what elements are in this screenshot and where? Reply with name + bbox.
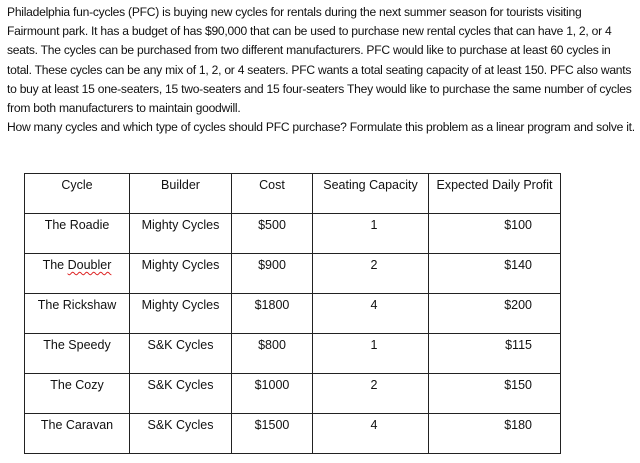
question-paragraph: How many cycles and which type of cycles… — [7, 120, 635, 135]
table-row: The Doubler Mighty Cycles $900 2 $140 — [24, 253, 561, 294]
header-builder: Builder — [129, 173, 232, 214]
cell-profit: $100 — [428, 213, 561, 254]
cell-seating-capacity: 2 — [312, 253, 429, 294]
cell-builder: Mighty Cycles — [129, 293, 232, 334]
table-row: The Speedy S&K Cycles $800 1 $115 — [24, 333, 561, 374]
cell-cost: $500 — [231, 213, 313, 254]
table-row: The Caravan S&K Cycles $1500 4 $180 — [24, 413, 561, 454]
problem-paragraph: Philadelphia fun-cycles (PFC) is buying … — [7, 5, 632, 116]
cell-cycle: The Cozy — [24, 373, 130, 414]
spellcheck-word: The Doubler — [42, 258, 112, 272]
header-cost: Cost — [231, 173, 313, 214]
table-row: The Rickshaw Mighty Cycles $1800 4 $200 — [24, 293, 561, 334]
cell-cost: $900 — [231, 253, 313, 294]
table-header-row: Cycle Builder Cost Seating Capacity Expe… — [24, 173, 561, 214]
cell-cost: $1000 — [231, 373, 313, 414]
cell-builder: Mighty Cycles — [129, 213, 232, 254]
cell-profit: $180 — [428, 413, 561, 454]
cell-seating-capacity: 4 — [312, 293, 429, 334]
problem-text: Philadelphia fun-cycles (PFC) is buying … — [7, 3, 635, 137]
cell-profit: $115 — [428, 333, 561, 374]
cell-seating-capacity: 1 — [312, 213, 429, 254]
cell-profit: $200 — [428, 293, 561, 334]
cell-cycle: The Caravan — [24, 413, 130, 454]
cell-cost: $1800 — [231, 293, 313, 334]
cell-builder: S&K Cycles — [129, 333, 232, 374]
cell-seating-capacity: 1 — [312, 333, 429, 374]
cell-builder: S&K Cycles — [129, 413, 232, 454]
cell-cycle: The Doubler — [24, 253, 130, 294]
cell-builder: Mighty Cycles — [129, 253, 232, 294]
cell-builder: S&K Cycles — [129, 373, 232, 414]
cell-cycle: The Rickshaw — [24, 293, 130, 334]
cell-seating-capacity: 4 — [312, 413, 429, 454]
cycles-table: Cycle Builder Cost Seating Capacity Expe… — [24, 173, 561, 454]
table-row: The Cozy S&K Cycles $1000 2 $150 — [24, 373, 561, 414]
cell-cost: $800 — [231, 333, 313, 374]
cell-seating-capacity: 2 — [312, 373, 429, 414]
cell-cost: $1500 — [231, 413, 313, 454]
cell-cycle: The Speedy — [24, 333, 130, 374]
cell-cycle: The Roadie — [24, 213, 130, 254]
header-seating-capacity: Seating Capacity — [312, 173, 429, 214]
header-expected-daily-profit: Expected Daily Profit — [428, 173, 561, 214]
cell-profit: $150 — [428, 373, 561, 414]
cell-profit: $140 — [428, 253, 561, 294]
header-cycle: Cycle — [24, 173, 130, 214]
table-row: The Roadie Mighty Cycles $500 1 $100 — [24, 213, 561, 254]
